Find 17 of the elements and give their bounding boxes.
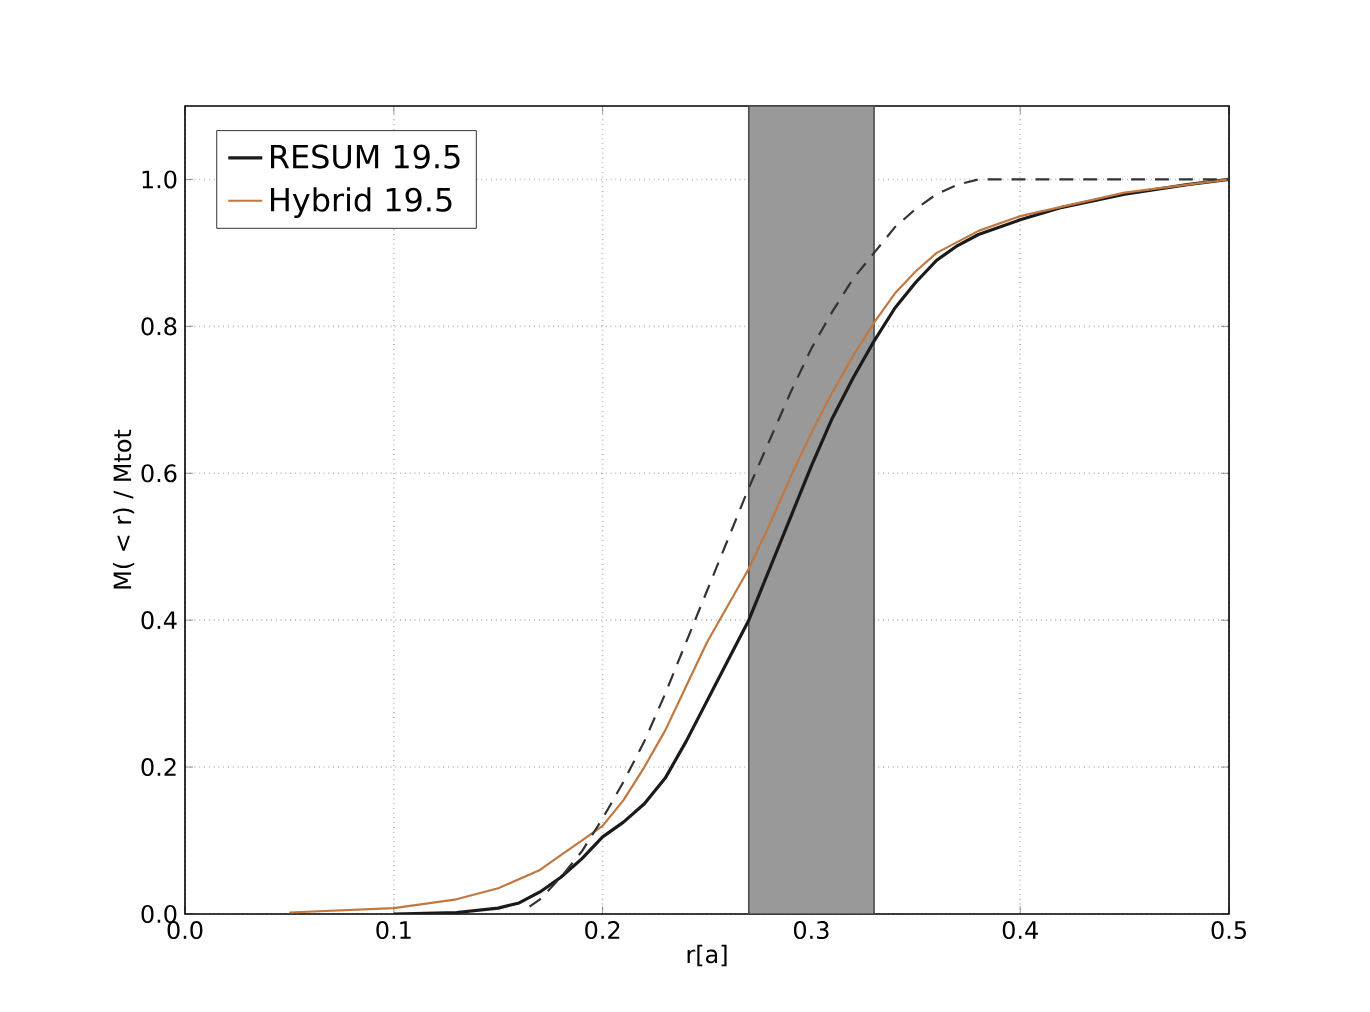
x-tick-label: 0.3: [793, 921, 829, 940]
x-tick-label: 0.1: [376, 921, 411, 940]
y-tick-label: 0.2: [141, 758, 176, 777]
y-tick-label: 1.0: [142, 170, 177, 189]
line-series: [528, 178, 1230, 908]
y-tick-label: 0.0: [141, 904, 177, 924]
x-tick-label: 0.0: [167, 921, 203, 940]
x-axis-title: r[a]: [687, 944, 727, 967]
y-tick-label: 0.4: [141, 611, 177, 630]
y-axis-title: M( < r) / Mtot: [112, 429, 135, 589]
legend-label: Hybrid 19.5: [271, 187, 452, 218]
x-tick-label: 0.2: [585, 921, 620, 940]
legend-label: RESUM 19.5: [271, 144, 460, 169]
y-tick-label: 0.8: [141, 317, 177, 336]
x-tick-label: 0.5: [1211, 921, 1246, 940]
x-tick-label: 0.4: [1002, 921, 1038, 940]
y-tick-label: 0.6: [141, 464, 177, 483]
